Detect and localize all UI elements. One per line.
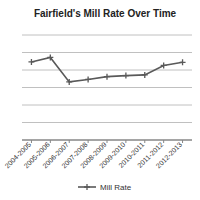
x-tick — [88, 140, 89, 143]
chart: Fairfield's Mill Rate Over Time2004-2005… — [0, 0, 200, 200]
x-tick — [163, 140, 164, 143]
point-marker — [28, 59, 34, 65]
title: Fairfield's Mill Rate Over Time — [34, 8, 177, 19]
x-tick — [144, 140, 145, 143]
grid-line — [22, 35, 192, 36]
grid-line — [22, 52, 192, 53]
point-marker — [66, 79, 72, 85]
grid-line — [22, 87, 192, 88]
x-tick — [69, 140, 70, 143]
x-tick — [50, 140, 51, 143]
point-marker — [161, 62, 167, 68]
point-marker — [85, 76, 91, 82]
point-marker — [104, 74, 110, 80]
point-marker — [47, 54, 53, 60]
point-marker — [142, 72, 148, 78]
x-tick — [31, 140, 32, 143]
plot-data — [28, 54, 185, 85]
background — [0, 0, 200, 200]
x-tick-label: 2012-2013 — [155, 141, 184, 170]
point-marker — [123, 73, 129, 79]
x-tick — [182, 140, 183, 143]
grid-line — [22, 105, 192, 106]
legend: Mill Rate — [78, 183, 132, 192]
legend-marker — [84, 184, 90, 190]
legend-label: Mill Rate — [100, 183, 132, 192]
series-line — [31, 57, 182, 82]
point-marker — [180, 59, 186, 65]
x-tick — [125, 140, 126, 143]
x-tick — [107, 140, 108, 143]
grid-line — [22, 122, 192, 123]
grid-line — [22, 70, 192, 71]
